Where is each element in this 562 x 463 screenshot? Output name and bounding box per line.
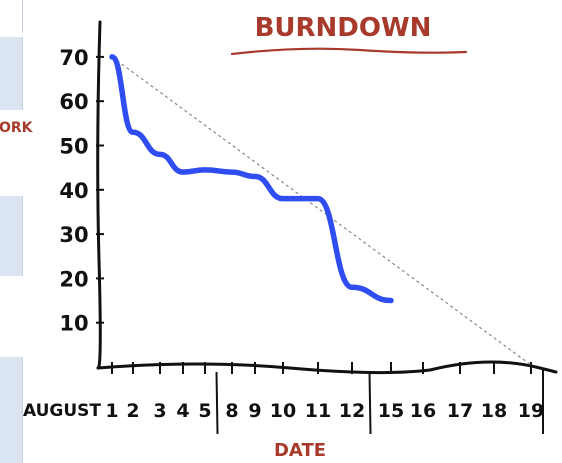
- x-tick-label-18: 18: [481, 400, 507, 422]
- y-axis: [96, 20, 102, 370]
- x-axis-prefix: AUGUST: [23, 401, 101, 421]
- x-tick-label-4: 4: [176, 400, 189, 422]
- x-tick-label-19: 19: [518, 400, 544, 422]
- x-axis: [96, 360, 558, 375]
- y-tick-label-50: 50: [59, 135, 88, 159]
- side-panel-b: [0, 196, 23, 276]
- side-panel-c: [0, 357, 23, 463]
- x-tick-label-12: 12: [339, 400, 365, 422]
- x-tick-label-2: 2: [126, 400, 139, 422]
- side-panel-top: [0, 0, 23, 33]
- y-tick-label-30: 30: [59, 223, 88, 247]
- x-tick-label-5: 5: [198, 400, 211, 422]
- y-tick-label-40: 40: [59, 179, 88, 203]
- week-divider-5: [215, 371, 219, 435]
- chart-title: BURNDOWN: [255, 13, 432, 43]
- x-tick-label-16: 16: [410, 400, 436, 422]
- x-tick-label-1: 1: [105, 400, 118, 422]
- ideal-burndown-line: [111, 56, 532, 366]
- x-tick-label-9: 9: [248, 400, 261, 422]
- x-axis-label: DATE: [274, 440, 326, 461]
- y-tick-label-10: 10: [59, 312, 88, 336]
- side-panel-a: [0, 37, 23, 110]
- actual-work-line: [109, 54, 394, 304]
- x-tick-label-11: 11: [305, 400, 331, 422]
- y-axis-label: WORK: [0, 120, 34, 136]
- y-tick-label-70: 70: [59, 46, 88, 70]
- y-tick-label-20: 20: [59, 267, 88, 291]
- week-divider-12: [368, 371, 372, 435]
- x-tick-label-10: 10: [270, 400, 296, 422]
- x-tick-label-8: 8: [225, 400, 238, 422]
- title-underline: [230, 47, 468, 56]
- x-tick-label-3: 3: [153, 400, 166, 422]
- x-tick-label-15: 15: [378, 400, 404, 422]
- x-tick-label-17: 17: [447, 400, 473, 422]
- y-tick-label-60: 60: [59, 90, 88, 114]
